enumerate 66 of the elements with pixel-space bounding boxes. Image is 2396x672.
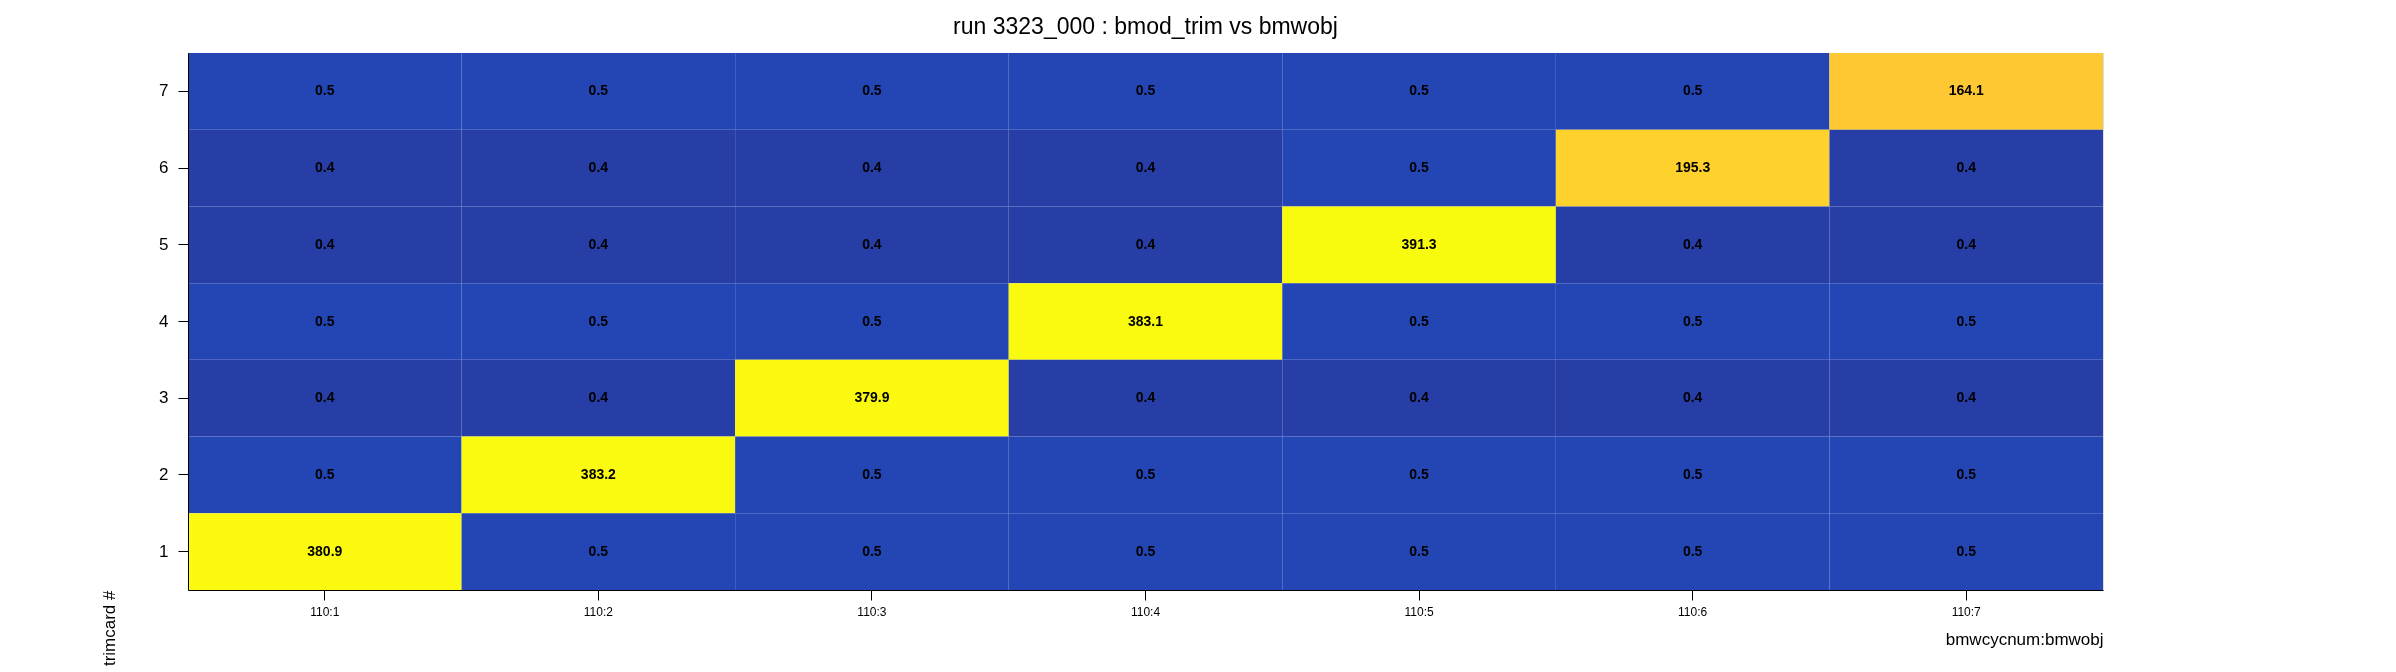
data-label: 383.1	[1127, 312, 1164, 329]
y-tick-label: 6	[159, 158, 169, 178]
data-label: 0.4	[862, 235, 882, 252]
data-label: 0.5	[1682, 465, 1703, 482]
data-label: 0.5	[1135, 542, 1156, 559]
y-tick-label: 2	[159, 464, 169, 484]
data-label: 0.5	[862, 465, 882, 482]
data-label: 0.4	[588, 159, 609, 176]
data-label: 0.4	[1135, 235, 1156, 252]
y-tick-label: 1	[159, 541, 169, 561]
data-label: 0.4	[1682, 235, 1703, 252]
data-label: 0.5	[1682, 82, 1703, 99]
x-tick-label: 110:3	[857, 604, 887, 619]
data-label: 0.5	[315, 82, 335, 99]
data-label: 0.5	[1956, 465, 1977, 482]
data-label: 0.4	[315, 389, 335, 406]
data-label: 0.5	[1956, 312, 1977, 329]
data-label: 0.5	[1409, 465, 1430, 482]
data-label: 380.9	[307, 542, 343, 559]
data-label: 0.4	[1682, 389, 1703, 406]
data-label: 391.3	[1401, 235, 1437, 252]
data-label: 0.5	[1135, 82, 1156, 99]
x-tick-label: 110:7	[1951, 604, 1982, 619]
data-label: 0.5	[588, 542, 609, 559]
y-tick-label: 5	[159, 234, 169, 254]
data-label: 0.5	[862, 542, 882, 559]
data-label: 383.2	[580, 465, 617, 482]
data-label: 0.4	[1956, 389, 1977, 406]
data-label: 0.4	[315, 235, 335, 252]
data-label: 0.4	[1135, 159, 1156, 176]
data-label: 0.4	[862, 159, 882, 176]
data-label: 0.4	[1409, 389, 1430, 406]
data-label: 0.5	[1682, 312, 1703, 329]
data-label: 0.5	[1135, 465, 1156, 482]
x-tick-label: 110:6	[1678, 604, 1708, 619]
data-label: 0.5	[588, 82, 609, 99]
data-label: 0.4	[1956, 235, 1977, 252]
data-label: 0.5	[1682, 542, 1703, 559]
data-label: 0.5	[1956, 542, 1977, 559]
data-label: 0.4	[1135, 389, 1156, 406]
data-label: 0.5	[1409, 542, 1430, 559]
data-label: 0.4	[1956, 159, 1977, 176]
data-label: 164.1	[1948, 82, 1984, 99]
data-label: 0.5	[862, 82, 882, 99]
data-label: 0.5	[1409, 312, 1430, 329]
data-label: 0.5	[862, 312, 882, 329]
chart-title: run 3323_000 : bmod_trim vs bmwobj	[953, 13, 1338, 39]
data-label: 0.5	[315, 465, 335, 482]
y-axis-title: trimcard #	[100, 589, 120, 667]
x-tick-label: 110:4	[1130, 604, 1161, 619]
data-label: 0.5	[315, 312, 335, 329]
data-label: 0.4	[315, 159, 335, 176]
data-label: 0.4	[588, 389, 609, 406]
x-tick-label: 110:2	[583, 604, 614, 619]
x-tick-label: 110:1	[310, 604, 340, 619]
x-axis-title: bmwcycnum:bmwobj	[1945, 629, 2104, 649]
data-label: 0.5	[1409, 159, 1430, 176]
data-label: 0.5	[1409, 82, 1430, 99]
y-tick-label: 3	[159, 388, 169, 408]
data-label: 0.5	[588, 312, 609, 329]
data-label: 379.9	[854, 389, 890, 406]
y-tick-label: 7	[159, 81, 169, 101]
x-tick-label: 110:5	[1404, 604, 1434, 619]
data-label: 0.4	[588, 235, 609, 252]
y-tick-label: 4	[159, 311, 169, 331]
data-label: 195.3	[1675, 159, 1711, 176]
